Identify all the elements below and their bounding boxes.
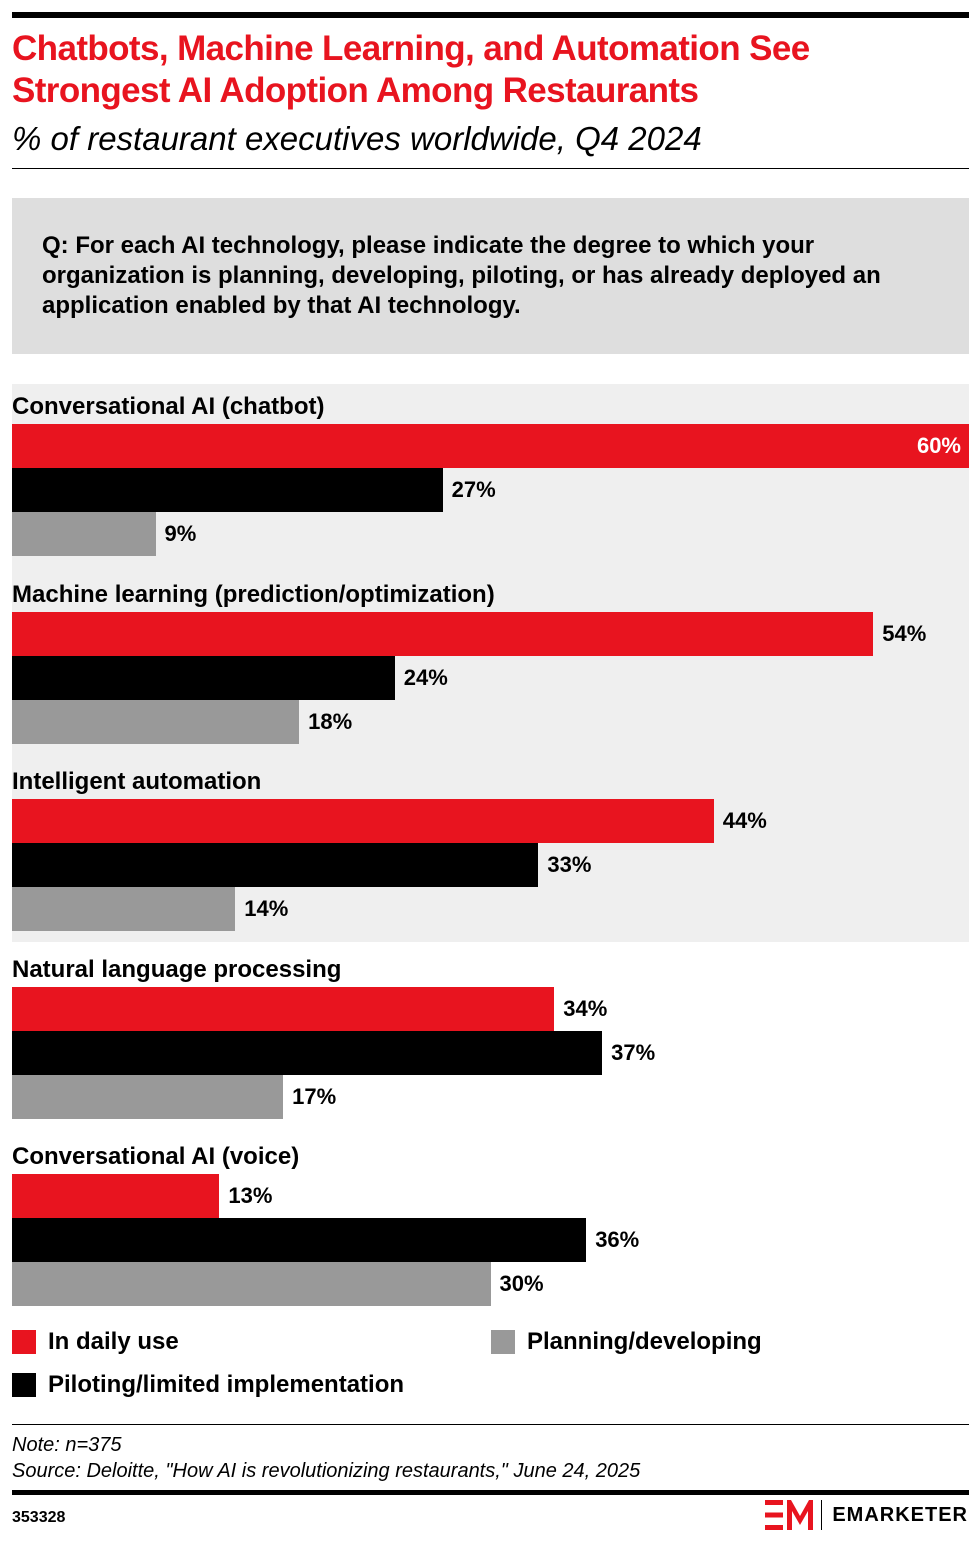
- legend-item-piloting: Piloting/limited implementation: [12, 1370, 404, 1400]
- brand-name: EMARKETER: [832, 1503, 968, 1526]
- top-rule: [12, 12, 969, 18]
- legend-label-in-daily-use: In daily use: [48, 1328, 179, 1355]
- data-label: 18%: [308, 708, 353, 734]
- category-label: Natural language processing: [12, 955, 342, 983]
- note-rule: [12, 1424, 969, 1425]
- data-label: 54%: [882, 620, 927, 646]
- data-label: 13%: [228, 1183, 273, 1208]
- emarketer-logo-icon: [765, 1500, 814, 1530]
- chart-title: Chatbots, Machine Learning, and Automati…: [12, 29, 810, 110]
- bar: [12, 468, 443, 512]
- bar: [12, 799, 714, 843]
- bar: [12, 1218, 587, 1262]
- subtitle-rule: [12, 168, 969, 169]
- data-label: 17%: [292, 1083, 337, 1109]
- data-label: 30%: [499, 1271, 544, 1296]
- bar: [12, 1074, 284, 1119]
- data-label: 9%: [164, 521, 197, 546]
- legend-item-in-daily-use: In daily use: [12, 1327, 179, 1357]
- category-label: Conversational AI (chatbot): [12, 393, 325, 420]
- bar: [12, 1174, 220, 1218]
- bar: [12, 512, 156, 556]
- data-label: 60%: [916, 433, 961, 458]
- brand-divider: [821, 1500, 823, 1530]
- data-label: 44%: [722, 808, 767, 833]
- bar: [12, 699, 300, 744]
- bar: [12, 1262, 491, 1306]
- bar: [12, 424, 969, 468]
- legend-swatch-in-daily-use: [12, 1330, 36, 1354]
- question-text: Q: For each AI technology, please indica…: [42, 232, 881, 319]
- bar: [12, 1030, 603, 1075]
- bar: [12, 655, 395, 700]
- bottom-rule: [12, 1490, 969, 1495]
- data-label: 33%: [547, 852, 592, 877]
- chart-id: 353328: [12, 1509, 66, 1526]
- bar: [12, 887, 236, 931]
- data-label: 14%: [244, 896, 289, 921]
- question-box: Q: For each AI technology, please indica…: [12, 198, 969, 354]
- bar: [12, 986, 555, 1031]
- data-label: 24%: [403, 664, 448, 690]
- chart-subtitle: % of restaurant executives worldwide, Q4…: [12, 120, 702, 157]
- data-label: 36%: [595, 1227, 640, 1252]
- category-label: Machine learning (prediction/optimizatio…: [12, 580, 495, 608]
- source: Source: Deloitte, "How AI is revolutioni…: [12, 1460, 641, 1482]
- legend-item-planning: Planning/developing: [491, 1327, 762, 1357]
- bar: [12, 843, 539, 887]
- brand: EMARKETER: [765, 1500, 968, 1530]
- category-label: Conversational AI (voice): [12, 1143, 300, 1170]
- legend-swatch-piloting: [12, 1373, 36, 1397]
- legend-swatch-planning: [491, 1330, 515, 1354]
- legend-label-piloting: Piloting/limited implementation: [48, 1371, 405, 1398]
- category-label: Intelligent automation: [12, 768, 262, 795]
- data-label: 37%: [611, 1039, 656, 1065]
- note: Note: n=375: [12, 1434, 122, 1456]
- legend-label-planning: Planning/developing: [527, 1328, 762, 1355]
- bar: [12, 611, 874, 656]
- data-label: 27%: [451, 477, 496, 502]
- data-label: 34%: [563, 995, 608, 1021]
